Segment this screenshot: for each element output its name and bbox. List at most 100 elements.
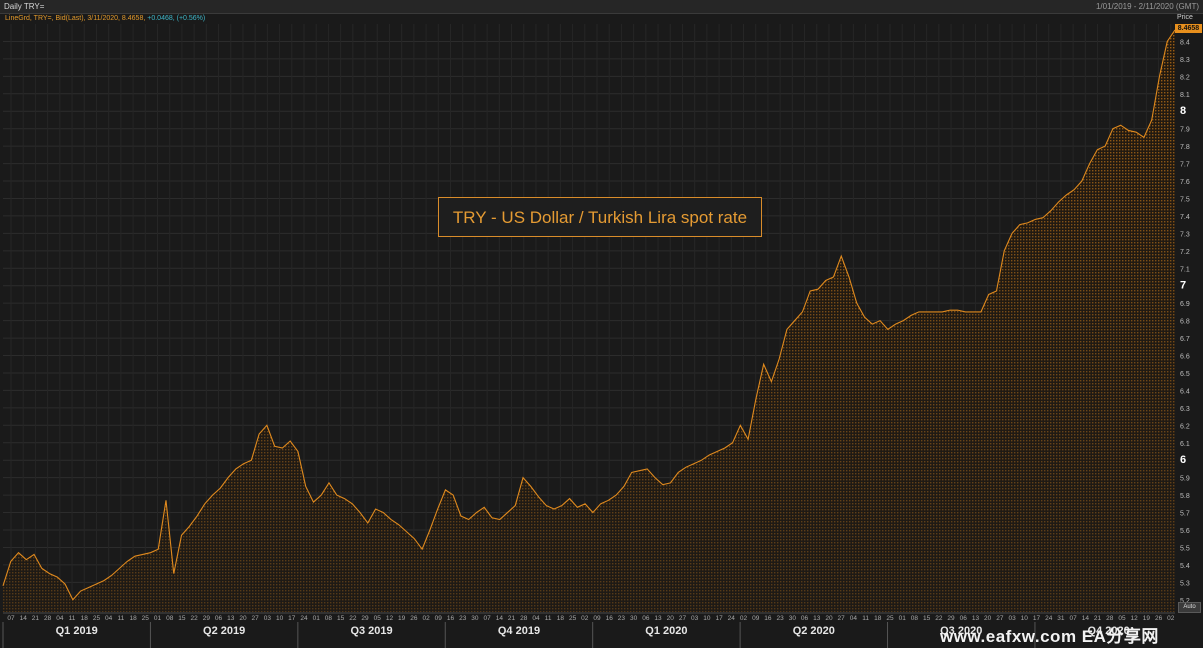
- y-tick-label: 6.9: [1180, 301, 1190, 308]
- price-area-shade: [3, 29, 1175, 613]
- x-day-label: 02: [581, 615, 589, 622]
- quarter-label: Q1 2020: [645, 625, 687, 637]
- x-day-label: 11: [545, 615, 552, 622]
- y-tick-label: 5.7: [1180, 511, 1190, 518]
- y-tick-label: 6.2: [1180, 423, 1190, 430]
- x-day-label: 12: [386, 615, 394, 622]
- x-day-label: 07: [7, 615, 15, 622]
- x-day-label: 10: [703, 615, 711, 622]
- x-day-label: 02: [740, 615, 748, 622]
- x-day-label: 18: [557, 615, 565, 622]
- y-axis: 5.2 5.3 5.4 5.5 5.6 5.7 5.8 5.9 6 6.1 6.2 6.3 6.4 6.5…: [1180, 39, 1190, 604]
- y-tick-label: 5.8: [1180, 493, 1190, 500]
- x-day-label: 31: [1057, 615, 1065, 622]
- x-day-label: 06: [801, 615, 809, 622]
- x-day-label: 25: [93, 615, 101, 622]
- y-tick-label: 6.8: [1180, 319, 1190, 326]
- x-day-label: 18: [81, 615, 89, 622]
- x-day-label: 23: [618, 615, 626, 622]
- x-day-label: 21: [1094, 615, 1102, 622]
- legend-series-label: LineGrd, TRY=, Bid(Last), 3/11/2020, 8.4…: [5, 15, 146, 22]
- x-day-label: 27: [996, 615, 1004, 622]
- x-day-label: 06: [215, 615, 223, 622]
- x-day-label: 03: [691, 615, 699, 622]
- x-day-label: 13: [972, 615, 980, 622]
- x-day-label: 01: [154, 615, 162, 622]
- y-tick-label: 5.9: [1180, 476, 1190, 483]
- price-axis-header: Price: [1177, 14, 1193, 21]
- x-day-label: 25: [569, 615, 577, 622]
- auto-scale-button[interactable]: Auto: [1178, 602, 1201, 613]
- x-day-label: 23: [459, 615, 467, 622]
- series-legend: LineGrd, TRY=, Bid(Last), 3/11/2020, 8.4…: [5, 15, 205, 22]
- x-day-label: 13: [227, 615, 235, 622]
- y-tick-label: 5.4: [1180, 563, 1190, 570]
- x-day-label: 19: [398, 615, 406, 622]
- y-tick-label: 8.3: [1180, 57, 1190, 64]
- x-day-label: 04: [532, 615, 540, 622]
- x-day-label: 03: [1008, 615, 1016, 622]
- x-day-label: 18: [874, 615, 882, 622]
- x-day-label: 25: [886, 615, 894, 622]
- chart-annotation: TRY - US Dollar / Turkish Lira spot rate: [438, 197, 762, 237]
- x-day-label: 26: [410, 615, 418, 622]
- y-tick-label: 7.2: [1180, 249, 1190, 256]
- y-tick-label: 5.5: [1180, 545, 1190, 552]
- x-day-label: 20: [667, 615, 675, 622]
- x-day-label: 23: [777, 615, 785, 622]
- x-day-label: 15: [923, 615, 931, 622]
- x-day-label: 13: [654, 615, 662, 622]
- x-day-label: 21: [32, 615, 40, 622]
- x-day-label: 27: [252, 615, 260, 622]
- y-tick-label: 6.7: [1180, 336, 1190, 343]
- x-day-label: 01: [313, 615, 321, 622]
- x-day-label: 14: [20, 615, 28, 622]
- x-day-label: 02: [1167, 615, 1175, 622]
- x-day-label: 22: [191, 615, 199, 622]
- x-day-label: 16: [606, 615, 614, 622]
- y-tick-label: 6.4: [1180, 388, 1190, 395]
- x-day-label: 25: [142, 615, 150, 622]
- x-day-label: 20: [239, 615, 247, 622]
- x-day-label: 14: [496, 615, 504, 622]
- x-day-label: 08: [325, 615, 333, 622]
- x-day-label: 11: [862, 615, 869, 622]
- x-day-label: 18: [129, 615, 137, 622]
- y-tick-label: 7.1: [1180, 266, 1190, 273]
- y-tick-label: 6.6: [1180, 354, 1190, 361]
- y-tick-label: 6: [1180, 454, 1186, 466]
- y-tick-label: 7.4: [1180, 214, 1190, 221]
- price-line: [2, 29, 1176, 601]
- x-day-label: 06: [960, 615, 968, 622]
- x-day-label: 01: [899, 615, 907, 622]
- x-axis: 07 14 21 28 04 11 18 25 04 11 18 25 01 08 15 22 29 06 13 20…: [2, 612, 1175, 648]
- x-day-label: 30: [630, 615, 638, 622]
- x-day-label: 15: [178, 615, 186, 622]
- y-tick-label: 7.6: [1180, 179, 1190, 186]
- x-day-label: 09: [752, 615, 760, 622]
- x-day-label: 12: [1131, 615, 1139, 622]
- window-title: Daily TRY=: [4, 2, 45, 11]
- x-day-label: 24: [728, 615, 736, 622]
- price-chart: 5.2 5.3 5.4 5.5 5.6 5.7 5.8 5.9 6 6.1 6.2 6.3 6.4 6.5…: [2, 24, 1190, 648]
- y-tick-label: 8.1: [1180, 92, 1190, 99]
- y-tick-label: 7.5: [1180, 196, 1190, 203]
- y-tick-label: 7.9: [1180, 127, 1190, 134]
- quarter-label: Q2 2020: [793, 625, 835, 637]
- quarter-label: Q4 2019: [498, 625, 540, 637]
- x-day-label: 17: [1033, 615, 1041, 622]
- y-tick-label: 6.1: [1180, 441, 1190, 448]
- x-day-label: 16: [447, 615, 455, 622]
- x-day-label: 10: [1021, 615, 1029, 622]
- x-day-label: 28: [520, 615, 528, 622]
- x-day-label: 22: [349, 615, 357, 622]
- x-day-label: 29: [361, 615, 369, 622]
- quarter-label: Q3 2020: [940, 625, 982, 637]
- y-tick-label: 8.2: [1180, 74, 1190, 81]
- y-tick-label: 7.8: [1180, 144, 1190, 151]
- x-day-label: 30: [789, 615, 797, 622]
- x-day-label: 27: [679, 615, 687, 622]
- x-day-label: 27: [838, 615, 846, 622]
- x-day-label: 14: [1082, 615, 1090, 622]
- x-day-label: 07: [1070, 615, 1078, 622]
